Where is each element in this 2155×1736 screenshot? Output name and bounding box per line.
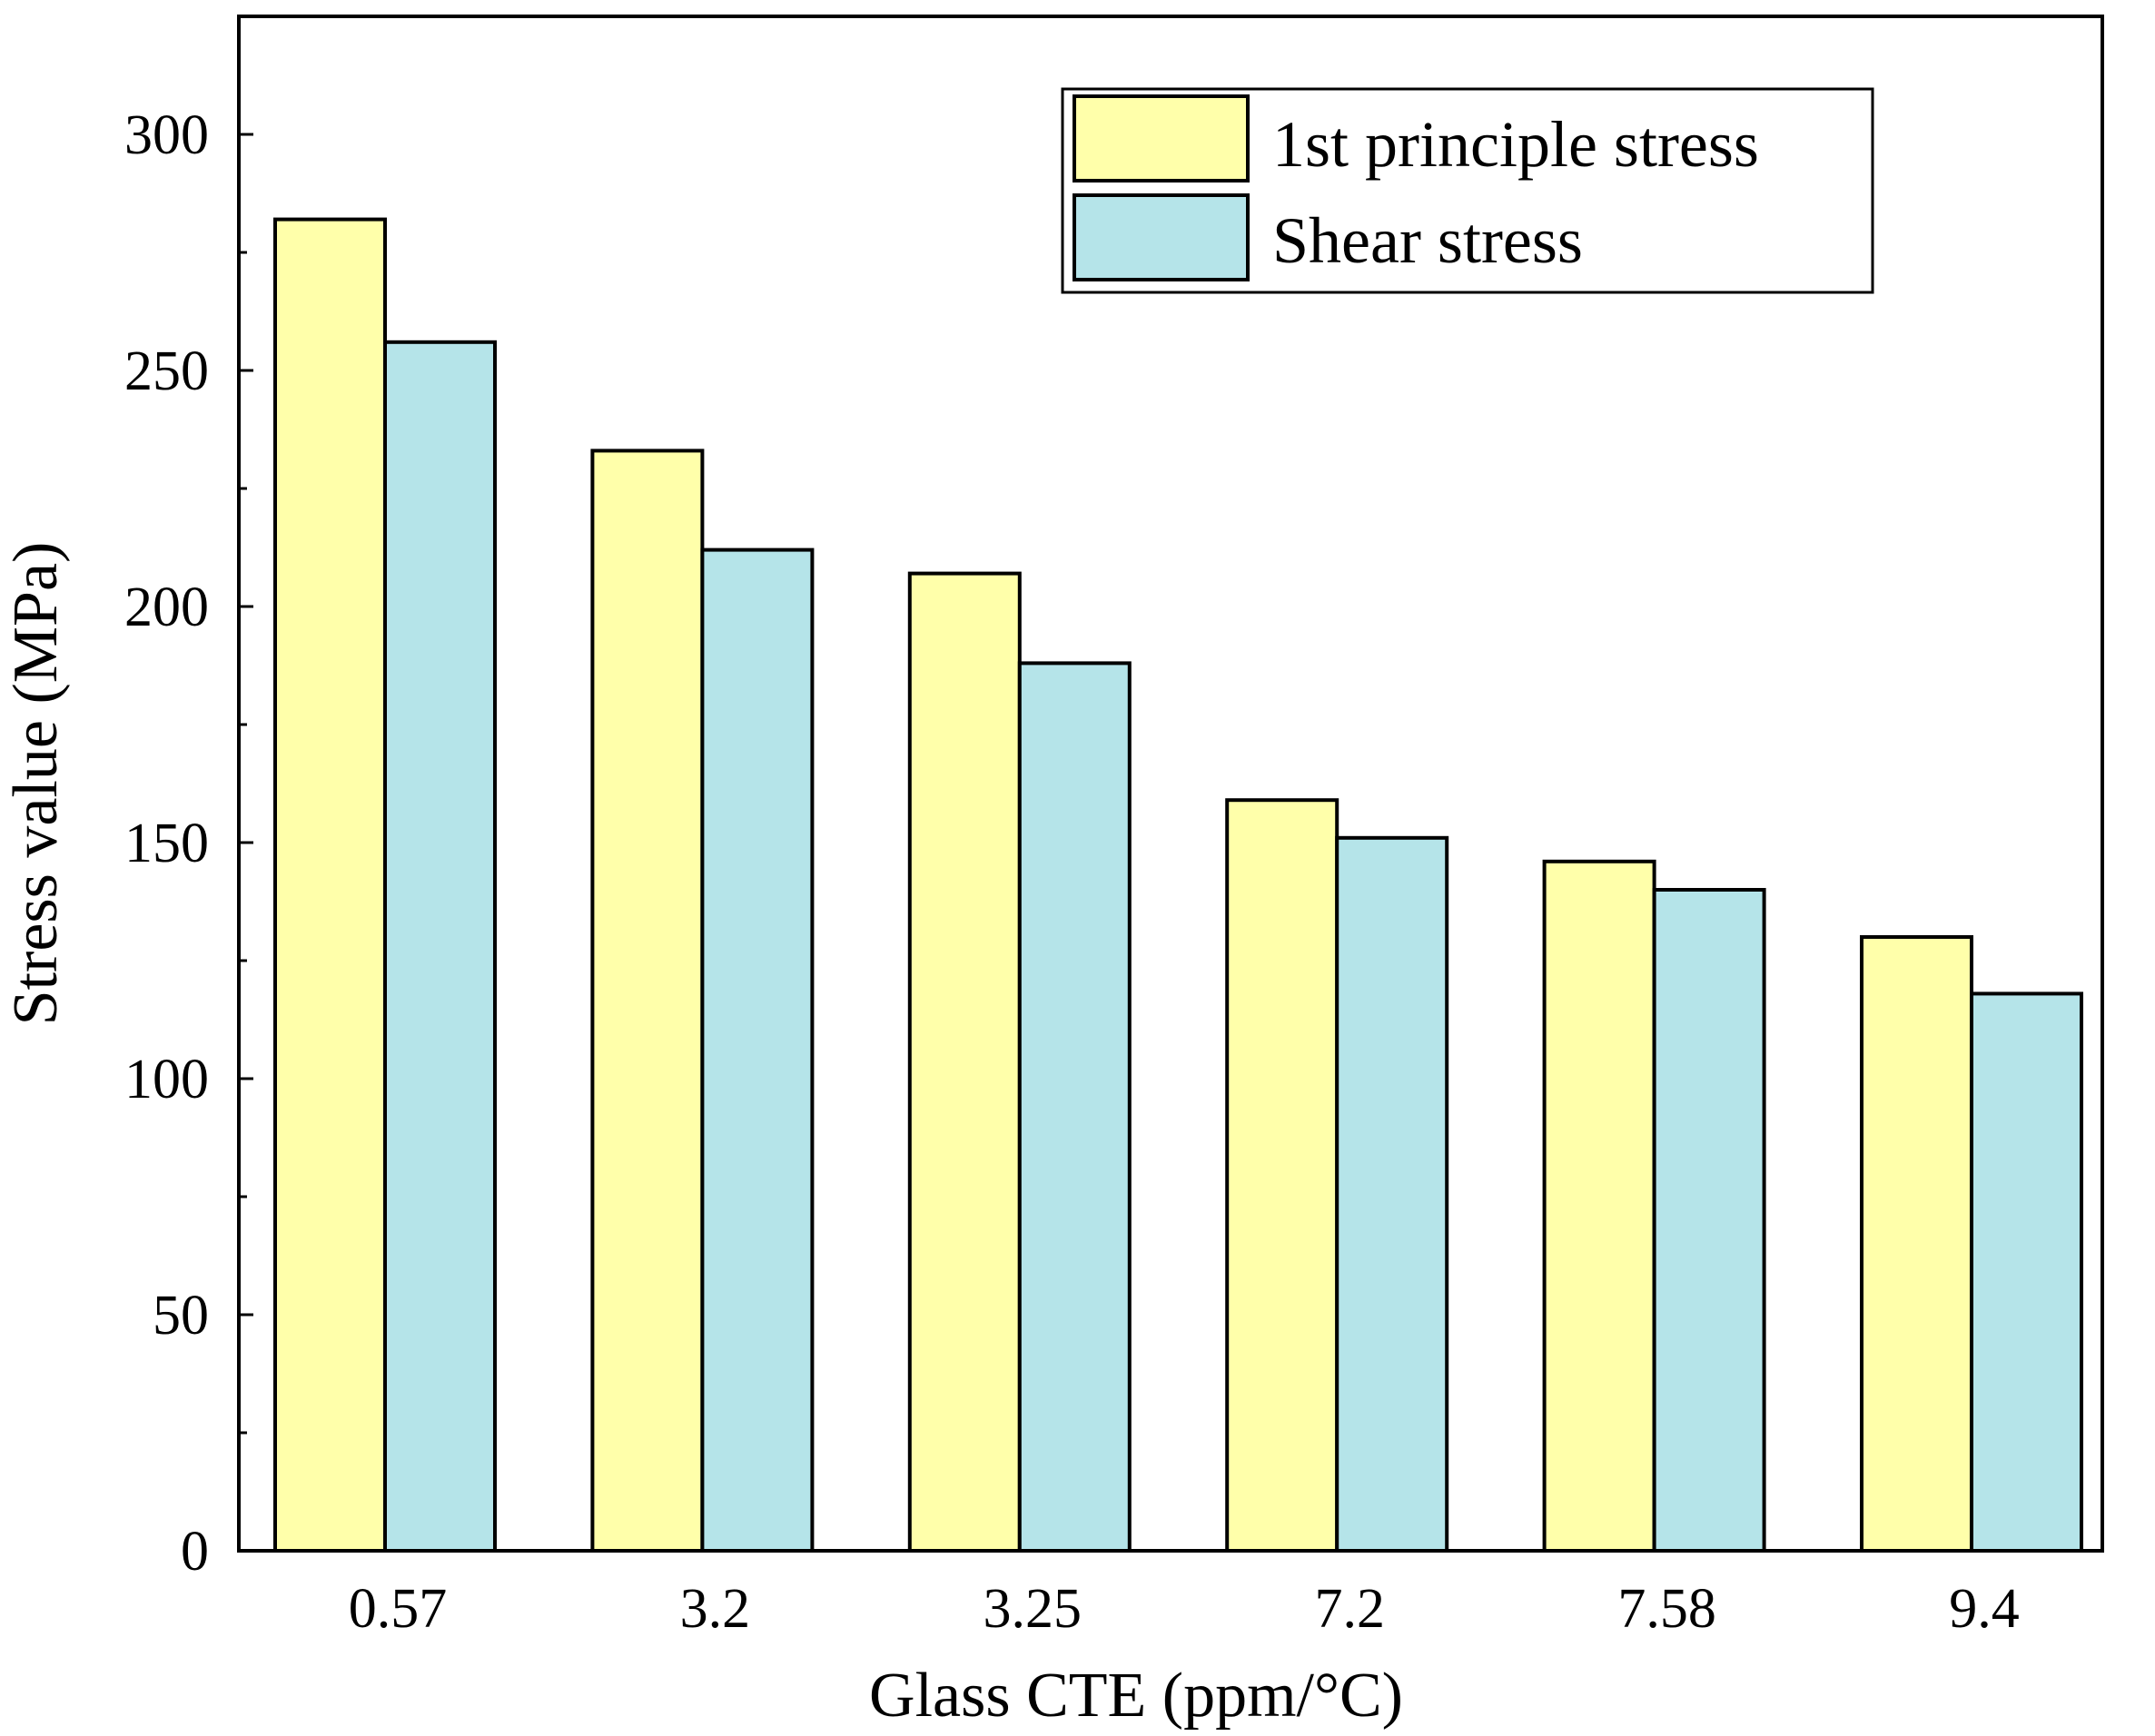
legend: 1st principle stress Shear stress	[1061, 87, 1874, 294]
plot-frame	[237, 15, 2104, 1553]
y-axis-ticks: 0 50 100 150 200 250 300	[124, 15, 253, 1583]
bar-shear-stress-7.58	[1652, 888, 1766, 1553]
x-axis-title: Glass CTE (ppm/°C)	[869, 1661, 1403, 1731]
legend-label-1st-principle-stress: 1st principle stress	[1272, 108, 1759, 181]
x-tick-label: 3.25	[984, 1578, 1082, 1640]
x-tick-label: 7.2	[1314, 1578, 1385, 1640]
bar-shear-stress-0.57	[383, 340, 497, 1553]
y-tick-label: 200	[124, 577, 209, 638]
y-tick-label: 0	[181, 1521, 209, 1583]
bar-1st-principle-stress-3.25	[907, 571, 1022, 1553]
bar-series	[273, 217, 2083, 1554]
y-tick-label: 100	[124, 1049, 209, 1110]
x-axis-ticks: 0.57 3.2 3.25 7.2 7.58 9.4	[349, 1538, 2020, 1640]
y-tick-label: 250	[124, 340, 209, 402]
x-tick-label: 7.58	[1617, 1578, 1716, 1640]
y-tick-label: 50	[153, 1285, 209, 1346]
legend-label-shear-stress: Shear stress	[1272, 204, 1583, 277]
y-axis-title: Stress value (MPa)	[1, 542, 71, 1026]
legend-swatch-shear-stress	[1073, 193, 1250, 281]
bar-1st-principle-stress-9.4	[1860, 935, 1973, 1553]
x-tick-label: 0.57	[349, 1578, 448, 1640]
y-tick-label: 150	[124, 813, 209, 874]
bar-shear-stress-3.2	[700, 547, 815, 1553]
legend-swatch-1st-principle-stress	[1073, 94, 1250, 182]
bar-shear-stress-7.2	[1335, 835, 1449, 1553]
bar-shear-stress-9.4	[1970, 991, 2083, 1553]
bar-1st-principle-stress-7.58	[1542, 859, 1656, 1553]
y-tick-label: 300	[124, 104, 209, 166]
bar-1st-principle-stress-7.2	[1225, 798, 1339, 1553]
x-tick-label: 3.2	[680, 1578, 751, 1640]
bar-1st-principle-stress-3.2	[590, 449, 705, 1553]
bar-shear-stress-3.25	[1017, 661, 1132, 1553]
x-tick-label: 9.4	[1949, 1578, 2020, 1640]
bar-1st-principle-stress-0.57	[273, 217, 387, 1554]
